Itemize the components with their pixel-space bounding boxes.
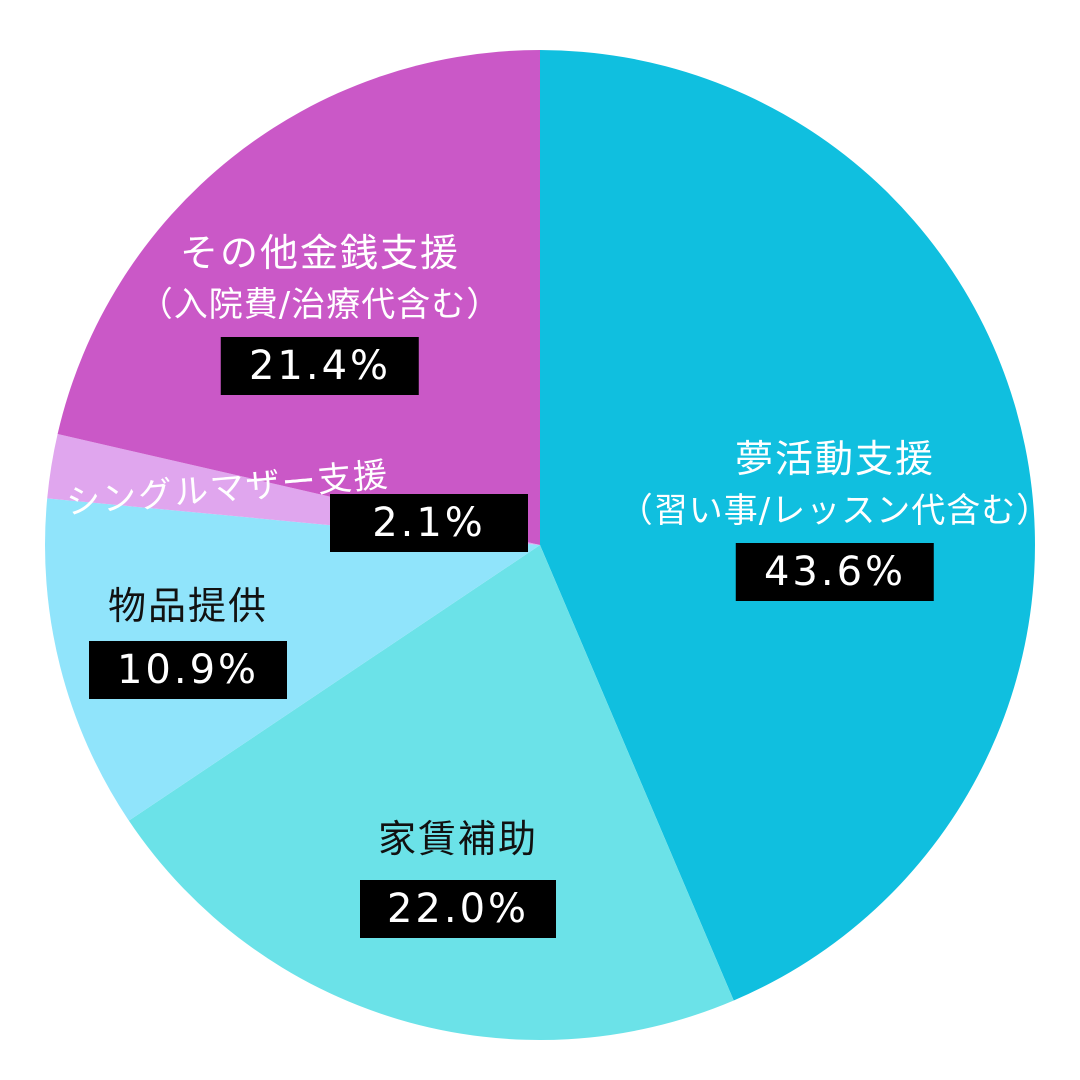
slice-value-yume: 43.6% <box>736 542 934 601</box>
slice-value-box-single: 2.1% <box>330 494 528 552</box>
slice-value-single: 2.1% <box>330 494 528 552</box>
slice-label-sonota: その他金銭支援 （入院費/治療代含む） 21.4% <box>138 231 502 395</box>
slice-label-yachin: 家賃補助 22.0% <box>360 817 556 938</box>
slice-sublabel-yume: （習い事/レッスン代含む） <box>618 490 1052 531</box>
slice-name-yume: 夢活動支援 <box>734 437 935 481</box>
pie-slice-sonota <box>57 50 541 545</box>
slice-value-yachin: 22.0% <box>360 879 556 938</box>
slice-value-sonota: 21.4% <box>221 336 419 395</box>
slice-name-buppin: 物品提供 <box>107 584 268 628</box>
slice-label-buppin: 物品提供 10.9% <box>89 584 287 699</box>
pie-slice-buppin <box>45 498 540 821</box>
pie-slice-yume <box>540 50 1035 1001</box>
slice-label-yume: 夢活動支援 （習い事/レッスン代含む） 43.6% <box>618 437 1052 601</box>
pie-slice-yachin <box>128 545 734 1040</box>
slice-name-yachin: 家賃補助 <box>377 817 538 861</box>
slice-value-buppin: 10.9% <box>89 640 287 699</box>
slice-name-sonota: その他金銭支援 <box>179 231 460 275</box>
slice-sublabel-sonota: （入院費/治療代含む） <box>138 284 502 325</box>
